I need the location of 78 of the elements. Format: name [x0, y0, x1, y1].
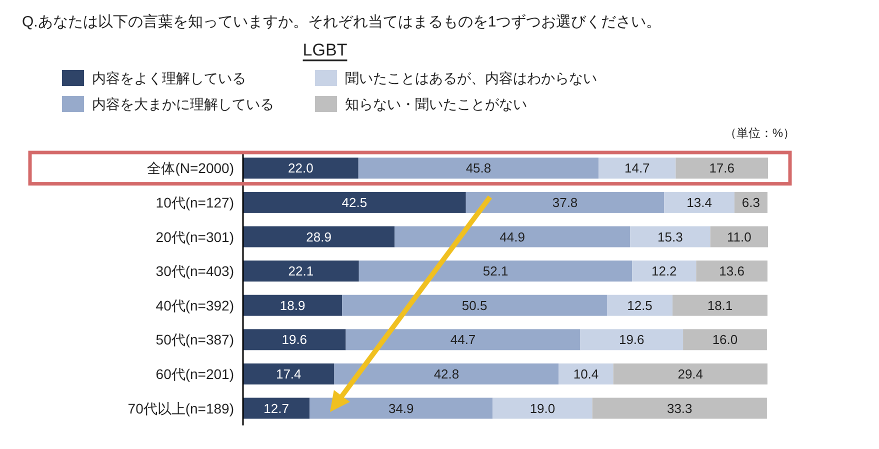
bar — [243, 363, 334, 384]
data-label: 17.4 — [276, 366, 302, 382]
legend-label: 知らない・聞いたことがない — [345, 96, 527, 112]
text: （単位：%） — [724, 126, 795, 140]
data-label: 33.3 — [666, 400, 692, 416]
bar — [580, 329, 684, 350]
data-label: 14.7 — [624, 160, 650, 176]
bar — [243, 192, 466, 213]
data-label: 19.6 — [618, 332, 644, 348]
data-label: 15.3 — [658, 229, 683, 244]
data-label: 22.0 — [288, 160, 314, 176]
data-label: 42.8 — [434, 366, 460, 382]
bar — [394, 226, 630, 248]
data-label: 18.9 — [280, 298, 306, 313]
bar — [243, 260, 359, 282]
data-label: 13.4 — [686, 194, 712, 210]
bar — [342, 294, 607, 316]
data-label: 44.7 — [450, 332, 476, 348]
data-label: 19.0 — [530, 400, 556, 416]
data-label: 10.4 — [573, 366, 599, 382]
data-label: 12.2 — [652, 264, 677, 279]
data-label: 28.9 — [306, 229, 332, 244]
data-label: 37.8 — [552, 194, 578, 210]
y-tick-label: 40代(n=392) — [156, 297, 234, 314]
bar — [598, 158, 676, 179]
y-tick-label: 20代(n=301) — [156, 228, 234, 245]
bar — [358, 158, 599, 179]
data-label: 52.1 — [482, 264, 508, 279]
bar — [606, 294, 673, 316]
data-label: 42.5 — [342, 194, 368, 210]
legend-label: 内容を大まかに理解している — [92, 96, 274, 112]
data-label: 11.0 — [726, 229, 752, 244]
data-label: 12.5 — [627, 298, 652, 313]
bar — [310, 398, 493, 419]
bar — [683, 329, 767, 350]
data-label: 6.3 — [742, 194, 760, 210]
y-tick-label: 60代(n=201) — [156, 366, 234, 382]
bar — [664, 192, 734, 213]
bar — [558, 363, 614, 384]
bar — [243, 398, 310, 419]
bar — [243, 226, 395, 248]
bar — [696, 260, 768, 282]
bar — [632, 260, 696, 282]
data-label: 45.8 — [466, 160, 492, 176]
legend-label: 内容をよく理解している — [92, 70, 246, 86]
y-tick-label: 30代(n=403) — [156, 263, 234, 280]
bar — [243, 329, 346, 350]
bar — [466, 192, 664, 213]
data-label: 29.4 — [678, 366, 704, 382]
legend-label: 聞いたことはあるが、内容はわからない — [345, 70, 597, 86]
data-label: 12.7 — [264, 400, 289, 416]
y-tick-label: 10代(n=127) — [156, 194, 234, 210]
data-label: 50.5 — [462, 298, 488, 313]
data-label: 16.0 — [712, 332, 738, 348]
y-tick-label: 50代(n=387) — [156, 332, 234, 348]
bar — [672, 294, 768, 316]
y-tick-label: 全体(N=2000) — [147, 160, 234, 176]
bar — [346, 329, 580, 350]
bar — [492, 398, 592, 419]
bar — [592, 398, 767, 419]
data-label: 44.9 — [500, 229, 525, 244]
bar — [630, 226, 710, 248]
data-label: 18.1 — [707, 298, 733, 313]
bar — [358, 260, 632, 282]
chart-title: Q.あなたは以下の言葉を知っていますか。それぞれ当てはまるものを1つずつお選びください。 — [22, 14, 662, 30]
bar — [243, 158, 358, 179]
data-label: 34.9 — [388, 400, 414, 416]
data-label: 22.1 — [288, 264, 314, 279]
data-label: 13.6 — [719, 264, 744, 279]
bar — [334, 363, 559, 384]
data-label: 17.6 — [709, 160, 734, 176]
bar — [710, 226, 768, 248]
chart-subtitle: LGBT — [302, 40, 348, 60]
bar — [676, 158, 768, 179]
y-tick-label: 70代以上(n=189) — [128, 400, 234, 416]
bar — [613, 363, 768, 384]
data-label: 19.6 — [282, 332, 308, 348]
bar — [243, 294, 342, 316]
